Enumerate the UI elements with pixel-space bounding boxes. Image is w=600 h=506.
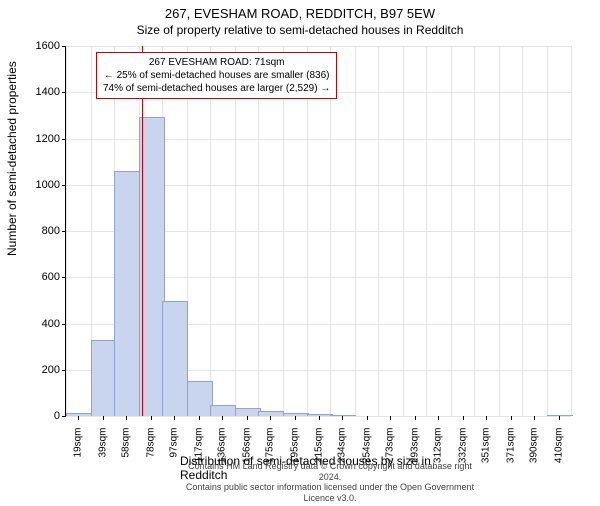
reference-line	[142, 46, 143, 416]
gridline-v	[330, 46, 331, 416]
plot-area: 0200400600800100012001400160019sqm39sqm5…	[65, 46, 571, 417]
histogram-bar	[91, 340, 117, 416]
gridline-v	[499, 46, 500, 416]
xtick-mark	[199, 416, 200, 420]
title-main: 267, EVESHAM ROAD, REDDITCH, B97 5EW	[0, 6, 600, 21]
xtick-mark	[126, 416, 127, 420]
xtick-mark	[559, 416, 560, 420]
xtick-mark	[247, 416, 248, 420]
histogram-bar	[330, 415, 356, 416]
xtick-mark	[486, 416, 487, 420]
ytick-label: 1600	[36, 40, 60, 52]
gridline-v	[355, 46, 356, 416]
histogram-bar	[283, 413, 309, 416]
gridline-v	[378, 46, 379, 416]
histogram-bar	[162, 301, 188, 416]
xtick-mark	[511, 416, 512, 420]
ytick-label: 0	[54, 410, 60, 422]
xtick-mark	[151, 416, 152, 420]
xtick-mark	[534, 416, 535, 420]
histogram-bar	[66, 413, 92, 416]
xtick-label: 410sqm	[553, 428, 564, 464]
gridline-v	[547, 46, 548, 416]
ytick-label: 400	[42, 318, 60, 330]
footer-line1: Contains HM Land Registry data © Crown c…	[180, 461, 480, 483]
ytick-label: 1000	[36, 179, 60, 191]
gridline-v	[307, 46, 308, 416]
xtick-label: 58sqm	[121, 428, 132, 458]
histogram-bar	[258, 411, 284, 416]
gridline-v	[235, 46, 236, 416]
gridline-v	[522, 46, 523, 416]
xtick-mark	[270, 416, 271, 420]
xtick-mark	[103, 416, 104, 420]
annotation-line1: 267 EVESHAM ROAD: 71sqm	[103, 56, 330, 69]
histogram-bar	[187, 381, 213, 416]
xtick-mark	[319, 416, 320, 420]
histogram-bar	[235, 408, 261, 416]
gridline-v	[451, 46, 452, 416]
xtick-mark	[295, 416, 296, 420]
xtick-mark	[222, 416, 223, 420]
annotation-box: 267 EVESHAM ROAD: 71sqm← 25% of semi-det…	[96, 52, 337, 99]
ytick-mark	[62, 416, 66, 417]
annotation-line2: ← 25% of semi-detached houses are smalle…	[103, 69, 330, 82]
title-sub: Size of property relative to semi-detach…	[0, 23, 600, 37]
xtick-mark	[174, 416, 175, 420]
gridline-v	[66, 46, 67, 416]
gridline-v	[283, 46, 284, 416]
xtick-label: 39sqm	[97, 428, 108, 458]
xtick-label: 97sqm	[169, 428, 180, 458]
attribution-footer: Contains HM Land Registry data © Crown c…	[180, 461, 480, 504]
xtick-mark	[390, 416, 391, 420]
y-axis-label: Number of semi-detached properties	[5, 61, 19, 256]
histogram-bar	[307, 414, 333, 416]
xtick-label: 371sqm	[505, 428, 516, 464]
xtick-mark	[78, 416, 79, 420]
gridline-v	[474, 46, 475, 416]
annotation-line3: 74% of semi-detached houses are larger (…	[103, 82, 330, 95]
gridline-v	[426, 46, 427, 416]
ytick-label: 1200	[36, 133, 60, 145]
gridline-v	[210, 46, 211, 416]
histogram-bar	[210, 405, 236, 416]
ytick-label: 600	[42, 271, 60, 283]
chart-container: 267, EVESHAM ROAD, REDDITCH, B97 5EW Siz…	[0, 6, 600, 506]
xtick-label: 78sqm	[145, 428, 156, 458]
histogram-bar	[114, 171, 140, 416]
gridline-v	[258, 46, 259, 416]
xtick-mark	[438, 416, 439, 420]
histogram-bar	[547, 415, 573, 416]
gridline-v	[571, 46, 572, 416]
ytick-label: 1400	[36, 86, 60, 98]
footer-line2: Contains public sector information licen…	[180, 482, 480, 504]
ytick-label: 800	[42, 225, 60, 237]
xtick-mark	[415, 416, 416, 420]
xtick-label: 351sqm	[481, 428, 492, 464]
ytick-label: 200	[42, 364, 60, 376]
xtick-mark	[342, 416, 343, 420]
gridline-v	[403, 46, 404, 416]
xtick-mark	[367, 416, 368, 420]
xtick-label: 390sqm	[529, 428, 540, 464]
xtick-mark	[463, 416, 464, 420]
xtick-label: 19sqm	[73, 428, 84, 458]
